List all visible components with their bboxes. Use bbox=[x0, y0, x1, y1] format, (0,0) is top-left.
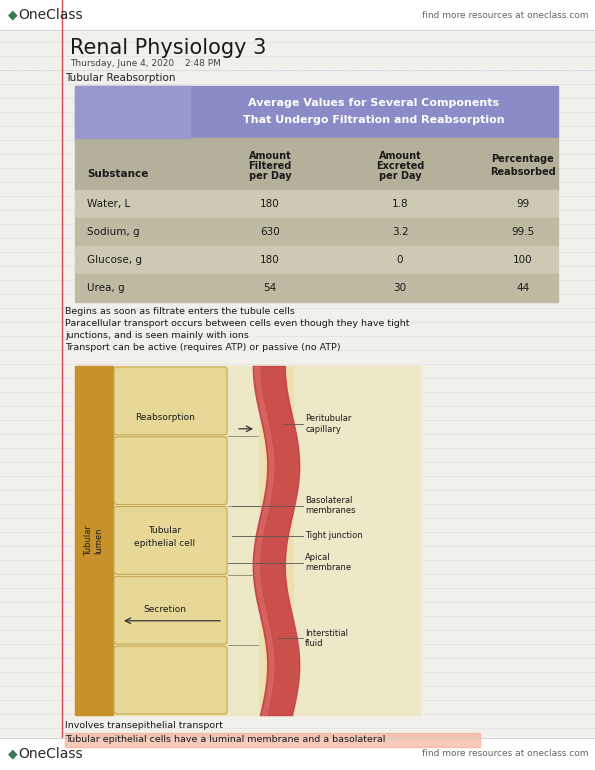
Bar bbox=[75, 218, 558, 246]
Text: 54: 54 bbox=[264, 283, 277, 293]
Text: 100: 100 bbox=[513, 255, 533, 265]
Text: Interstitial
fluid: Interstitial fluid bbox=[305, 628, 348, 648]
Text: Sodium, g: Sodium, g bbox=[87, 227, 140, 237]
Text: Percentage: Percentage bbox=[491, 154, 555, 164]
Bar bbox=[228, 366, 258, 715]
Text: per Day: per Day bbox=[378, 171, 421, 181]
Text: Tubular Reabsorption: Tubular Reabsorption bbox=[65, 73, 176, 83]
Text: Filtered: Filtered bbox=[248, 161, 292, 171]
Bar bbox=[75, 86, 190, 138]
Text: Water, L: Water, L bbox=[87, 199, 130, 209]
Bar bbox=[75, 246, 558, 274]
Text: That Undergo Filtration and Reabsorption: That Undergo Filtration and Reabsorption bbox=[243, 115, 505, 125]
Text: Amount: Amount bbox=[378, 151, 421, 161]
Bar bbox=[0, 738, 595, 770]
Text: Reabsorbed: Reabsorbed bbox=[490, 167, 556, 177]
FancyBboxPatch shape bbox=[114, 646, 227, 714]
Text: Tubular epithelial cells have a luminal membrane and a basolateral: Tubular epithelial cells have a luminal … bbox=[65, 735, 386, 745]
Text: Excreted: Excreted bbox=[376, 161, 424, 171]
Text: Tubular
lumen: Tubular lumen bbox=[84, 525, 104, 556]
Bar bbox=[294, 366, 420, 715]
Text: epithelial cell: epithelial cell bbox=[134, 539, 195, 548]
Text: 180: 180 bbox=[260, 255, 280, 265]
Bar bbox=[0, 0, 595, 30]
Text: Peritubular
capillary: Peritubular capillary bbox=[305, 414, 352, 434]
Text: OneClass: OneClass bbox=[18, 747, 83, 761]
Text: Glucose, g: Glucose, g bbox=[87, 255, 142, 265]
Text: find more resources at oneclass.com: find more resources at oneclass.com bbox=[421, 749, 588, 758]
Text: 630: 630 bbox=[260, 227, 280, 237]
Text: per Day: per Day bbox=[249, 171, 292, 181]
Text: Basolateral
membranes: Basolateral membranes bbox=[305, 496, 355, 515]
FancyBboxPatch shape bbox=[114, 577, 227, 644]
Text: Involves transepithelial transport: Involves transepithelial transport bbox=[65, 721, 223, 729]
Text: junctions, and is seen mainly with ions: junctions, and is seen mainly with ions bbox=[65, 332, 249, 340]
Bar bbox=[75, 366, 420, 715]
Text: Substance: Substance bbox=[87, 169, 148, 179]
Text: Transport can be active (requires ATP) or passive (no ATP): Transport can be active (requires ATP) o… bbox=[65, 343, 340, 353]
Text: 0: 0 bbox=[397, 255, 403, 265]
Text: OneClass: OneClass bbox=[18, 8, 83, 22]
Text: 2:48 PM: 2:48 PM bbox=[185, 59, 221, 68]
Text: find more resources at oneclass.com: find more resources at oneclass.com bbox=[421, 11, 588, 19]
Text: Apical
membrane: Apical membrane bbox=[305, 553, 351, 572]
Text: 99: 99 bbox=[516, 199, 530, 209]
Text: Begins as soon as filtrate enters the tubule cells: Begins as soon as filtrate enters the tu… bbox=[65, 307, 295, 316]
Text: ◆: ◆ bbox=[8, 748, 18, 761]
Text: Paracellular transport occurs between cells even though they have tight: Paracellular transport occurs between ce… bbox=[65, 320, 409, 329]
Text: 30: 30 bbox=[393, 283, 406, 293]
Bar bbox=[75, 366, 113, 715]
Bar bbox=[75, 274, 558, 302]
Text: Renal Physiology 3: Renal Physiology 3 bbox=[70, 38, 267, 58]
Text: 44: 44 bbox=[516, 283, 530, 293]
FancyBboxPatch shape bbox=[114, 367, 227, 435]
Text: Urea, g: Urea, g bbox=[87, 283, 124, 293]
Text: Tubular: Tubular bbox=[148, 526, 181, 535]
Text: 3.2: 3.2 bbox=[392, 227, 408, 237]
Bar bbox=[65, 733, 480, 747]
Text: 99.5: 99.5 bbox=[511, 227, 535, 237]
Text: Tight junction: Tight junction bbox=[305, 531, 362, 540]
Text: 180: 180 bbox=[260, 199, 280, 209]
FancyBboxPatch shape bbox=[114, 437, 227, 504]
Text: Average Values for Several Components: Average Values for Several Components bbox=[249, 98, 500, 108]
Bar bbox=[75, 86, 558, 138]
Text: Secretion: Secretion bbox=[143, 604, 186, 614]
Text: 1.8: 1.8 bbox=[392, 199, 408, 209]
FancyBboxPatch shape bbox=[114, 507, 227, 574]
Text: Reabsorption: Reabsorption bbox=[135, 413, 195, 422]
Text: ◆: ◆ bbox=[8, 8, 18, 22]
Text: Amount: Amount bbox=[249, 151, 292, 161]
Bar bbox=[75, 138, 558, 190]
Text: Thursday, June 4, 2020: Thursday, June 4, 2020 bbox=[70, 59, 174, 68]
Bar bbox=[75, 190, 558, 218]
